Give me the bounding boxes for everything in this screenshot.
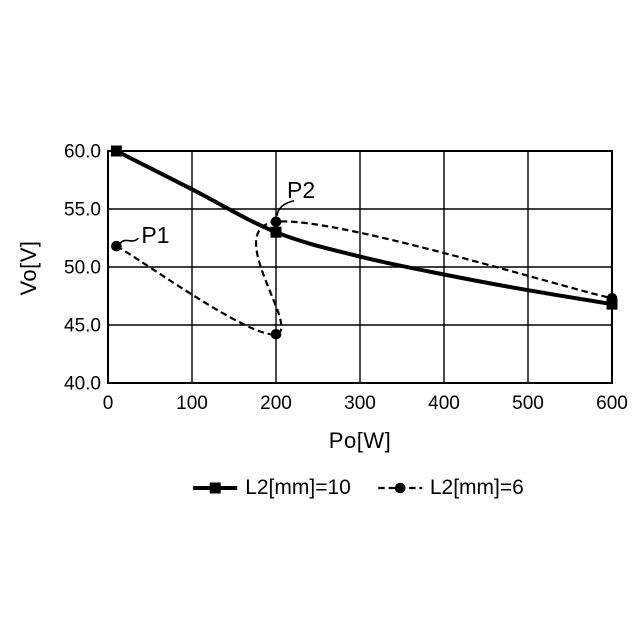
y-tick-label: 60.0 [64, 142, 101, 163]
circle-marker [394, 482, 406, 494]
series-line-1 [115, 220, 613, 336]
circle-marker [606, 293, 618, 304]
y-tick-label: 55.0 [64, 200, 101, 221]
x-tick-label: 100 [176, 393, 208, 414]
legend: L2[mm]=10 L2[mm]=6 [192, 476, 524, 500]
circle-marker [111, 240, 122, 252]
y-tick-label: 50.0 [64, 258, 101, 279]
square-marker [606, 298, 618, 310]
series-line-0 [115, 149, 613, 307]
legend-sample-solid-square [193, 482, 238, 494]
legend-item-1: L2[mm]=6 [377, 476, 524, 500]
x-tick-label: 400 [428, 393, 460, 414]
legend-label: L2[mm]=6 [429, 476, 524, 499]
annotation-label-p2: P2 [287, 177, 315, 203]
y-axis-title: Vo[V] [16, 240, 41, 295]
annotation-label-p1: P1 [141, 222, 169, 248]
x-tick-label: 0 [103, 393, 114, 414]
legend-sample-dashed-circle [377, 482, 422, 494]
annotations: P1 P2 [119, 177, 315, 248]
circle-marker [270, 328, 282, 340]
circle-marker [270, 216, 282, 228]
square-marker [270, 226, 282, 238]
series-layer [110, 145, 618, 340]
annotation-leader-line [276, 199, 295, 216]
plot-border [107, 150, 613, 384]
x-tick-label: 500 [512, 393, 544, 414]
square-marker [209, 482, 221, 494]
x-tick-label: 300 [344, 393, 376, 414]
plot-frame [107, 150, 613, 384]
y-tick-label: 40.0 [64, 374, 101, 395]
legend-item-0: L2[mm]=10 [192, 476, 351, 500]
x-tick-label: 200 [260, 393, 292, 414]
annotation-leader-line [119, 237, 139, 244]
y-tick-label: 45.0 [64, 316, 101, 337]
x-axis-title: Po[W] [329, 428, 391, 453]
tick-labels: 0 100 200 300 400 500 600 60.0 55.0 50.0 45.0 40.0 [64, 142, 628, 415]
x-tick-label: 600 [596, 393, 628, 414]
square-marker [110, 145, 122, 157]
legend-label: L2[mm]=10 [245, 476, 351, 499]
